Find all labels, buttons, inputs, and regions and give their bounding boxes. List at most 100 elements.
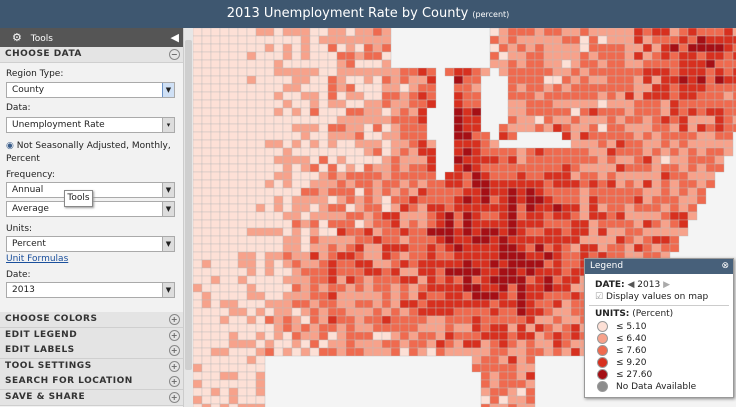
county[interactable]: [246, 203, 257, 213]
county[interactable]: [687, 115, 698, 125]
county[interactable]: [525, 243, 536, 253]
county[interactable]: [588, 123, 599, 133]
county[interactable]: [408, 251, 419, 261]
county[interactable]: [363, 315, 374, 325]
county[interactable]: [426, 243, 437, 253]
county[interactable]: [417, 179, 428, 189]
county[interactable]: [354, 131, 365, 141]
county[interactable]: [264, 267, 275, 277]
county[interactable]: [498, 355, 509, 365]
county[interactable]: [363, 67, 374, 77]
county[interactable]: [255, 179, 266, 189]
county[interactable]: [696, 91, 707, 101]
county[interactable]: [489, 155, 500, 165]
county[interactable]: [606, 107, 617, 117]
county[interactable]: [219, 147, 230, 157]
county[interactable]: [588, 163, 599, 173]
county[interactable]: [255, 371, 266, 381]
county[interactable]: [480, 363, 491, 373]
county[interactable]: [327, 91, 338, 101]
county[interactable]: [318, 99, 329, 109]
county[interactable]: [354, 51, 365, 61]
county[interactable]: [372, 283, 383, 293]
county[interactable]: [507, 283, 518, 293]
county[interactable]: [336, 147, 347, 157]
county[interactable]: [417, 163, 428, 173]
county[interactable]: [327, 291, 338, 301]
county[interactable]: [678, 67, 689, 77]
county[interactable]: [408, 235, 419, 245]
county[interactable]: [318, 163, 329, 173]
county[interactable]: [660, 211, 671, 221]
county[interactable]: [246, 315, 257, 325]
county[interactable]: [228, 283, 239, 293]
county[interactable]: [462, 131, 473, 141]
county[interactable]: [624, 187, 635, 197]
county[interactable]: [489, 147, 500, 157]
county[interactable]: [201, 363, 212, 373]
county[interactable]: [462, 307, 473, 317]
county[interactable]: [669, 43, 680, 53]
county[interactable]: [525, 251, 536, 261]
county[interactable]: [579, 75, 590, 85]
county[interactable]: [579, 195, 590, 205]
county[interactable]: [210, 155, 221, 165]
county[interactable]: [561, 187, 572, 197]
select[interactable]: Unemployment Rate ▾: [6, 117, 175, 133]
county[interactable]: [453, 83, 464, 93]
county[interactable]: [462, 323, 473, 333]
county[interactable]: [291, 291, 302, 301]
county[interactable]: [399, 227, 410, 237]
section-header[interactable]: SAVE & SHARE +: [0, 389, 183, 406]
county[interactable]: [372, 347, 383, 357]
county[interactable]: [282, 291, 293, 301]
county[interactable]: [606, 203, 617, 213]
county[interactable]: [399, 147, 410, 157]
county[interactable]: [300, 163, 311, 173]
county[interactable]: [345, 291, 356, 301]
county[interactable]: [336, 283, 347, 293]
county[interactable]: [327, 283, 338, 293]
county[interactable]: [705, 59, 716, 69]
county[interactable]: [372, 179, 383, 189]
county[interactable]: [354, 307, 365, 317]
county[interactable]: [228, 227, 239, 237]
county[interactable]: [597, 67, 608, 77]
county[interactable]: [291, 83, 302, 93]
county[interactable]: [543, 291, 554, 301]
county[interactable]: [282, 139, 293, 149]
county[interactable]: [525, 395, 536, 405]
county[interactable]: [255, 147, 266, 157]
county[interactable]: [660, 67, 671, 77]
county[interactable]: [201, 35, 212, 45]
county[interactable]: [723, 59, 734, 69]
county[interactable]: [507, 379, 518, 389]
county[interactable]: [300, 267, 311, 277]
county[interactable]: [246, 35, 257, 45]
county[interactable]: [327, 227, 338, 237]
county[interactable]: [669, 91, 680, 101]
county[interactable]: [471, 67, 482, 77]
county[interactable]: [255, 211, 266, 221]
county[interactable]: [264, 131, 275, 141]
county[interactable]: [678, 187, 689, 197]
county[interactable]: [318, 115, 329, 125]
county[interactable]: [345, 155, 356, 165]
county[interactable]: [273, 291, 284, 301]
county[interactable]: [255, 43, 266, 53]
county[interactable]: [606, 243, 617, 253]
county[interactable]: [408, 299, 419, 309]
county[interactable]: [660, 243, 671, 253]
county[interactable]: [255, 75, 266, 85]
county[interactable]: [678, 83, 689, 93]
county[interactable]: [624, 99, 635, 109]
county[interactable]: [273, 267, 284, 277]
county[interactable]: [453, 219, 464, 229]
county[interactable]: [534, 171, 545, 181]
county[interactable]: [210, 131, 221, 141]
county[interactable]: [264, 195, 275, 205]
county[interactable]: [453, 123, 464, 133]
county[interactable]: [462, 291, 473, 301]
county[interactable]: [471, 275, 482, 285]
county[interactable]: [444, 251, 455, 261]
